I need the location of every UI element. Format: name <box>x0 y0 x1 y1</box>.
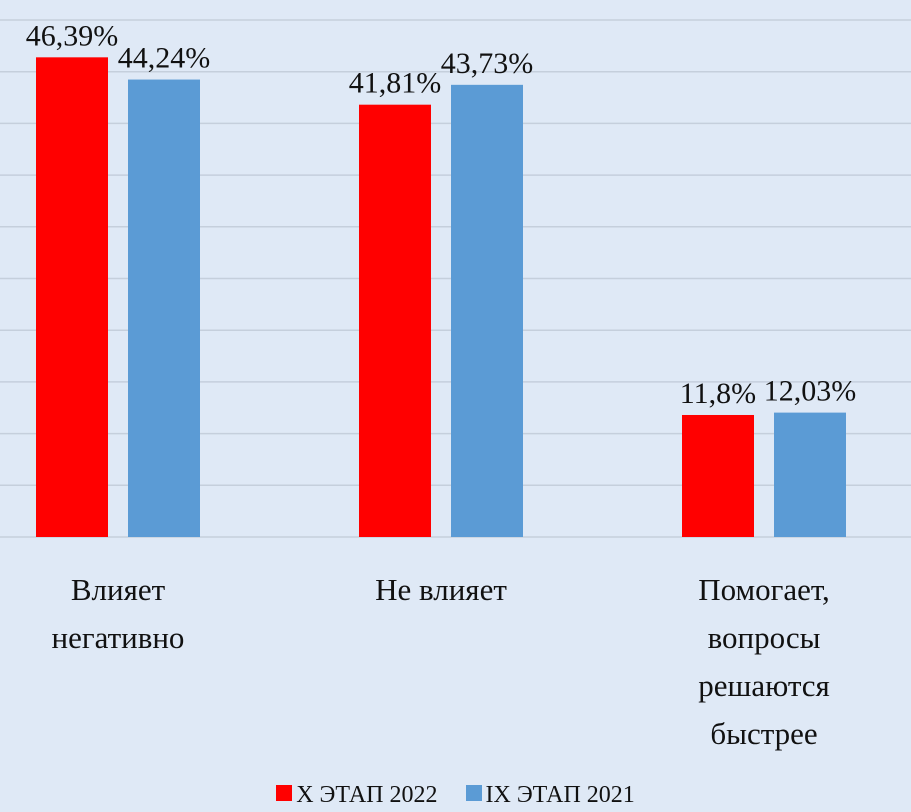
legend-swatch <box>465 785 482 801</box>
legend-item: X ЭТАП 2022 <box>276 782 438 809</box>
bar <box>359 104 431 537</box>
legend-label: X ЭТАП 2022 <box>296 782 438 808</box>
bar <box>36 57 108 538</box>
x-tick-label: Не влияет <box>375 572 507 607</box>
value-label: 12,03% <box>764 375 857 408</box>
x-tick-label: Помогает, вопросы решаются быстрее <box>698 572 830 751</box>
legend-item: IX ЭТАП 2021 <box>465 782 635 809</box>
value-label: 11,8% <box>680 377 756 410</box>
bar <box>451 84 523 538</box>
x-tick-label: Влияет негативно <box>51 572 185 655</box>
legend-label: IX ЭТАП 2021 <box>485 782 635 808</box>
bar <box>682 414 754 537</box>
value-label: 41,81% <box>349 67 442 100</box>
value-label: 44,24% <box>118 42 211 75</box>
legend: X ЭТАП 2022 IX ЭТАП 2021 <box>0 782 911 809</box>
value-label: 46,39% <box>26 19 119 52</box>
value-label: 43,73% <box>441 47 534 80</box>
legend-swatch <box>276 785 293 801</box>
bar <box>128 79 200 537</box>
bar <box>774 412 846 537</box>
